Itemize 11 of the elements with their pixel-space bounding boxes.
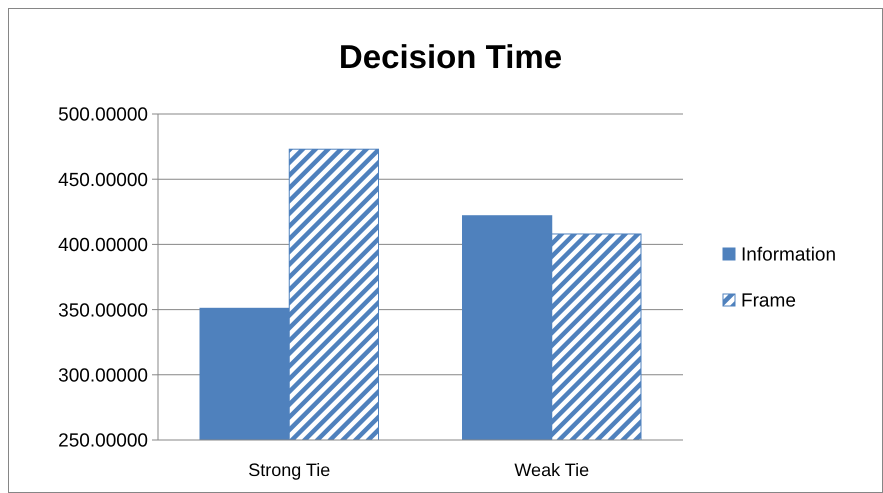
x-tick-label: Strong Tie: [248, 460, 330, 480]
x-tick-label: Weak Tie: [514, 460, 590, 480]
y-tick-label: 250.00000: [58, 430, 148, 452]
legend-label: Information: [741, 244, 836, 266]
y-tick-label: 500.00000: [58, 104, 148, 126]
chart-title: Decision Time: [338, 38, 562, 75]
y-tick-label: 350.00000: [58, 300, 148, 322]
y-tick-label: 300.00000: [58, 365, 148, 386]
legend-label: Frame: [741, 290, 796, 312]
y-tick-label: 400.00000: [58, 235, 148, 256]
y-tick-label: 450.00000: [58, 170, 148, 191]
